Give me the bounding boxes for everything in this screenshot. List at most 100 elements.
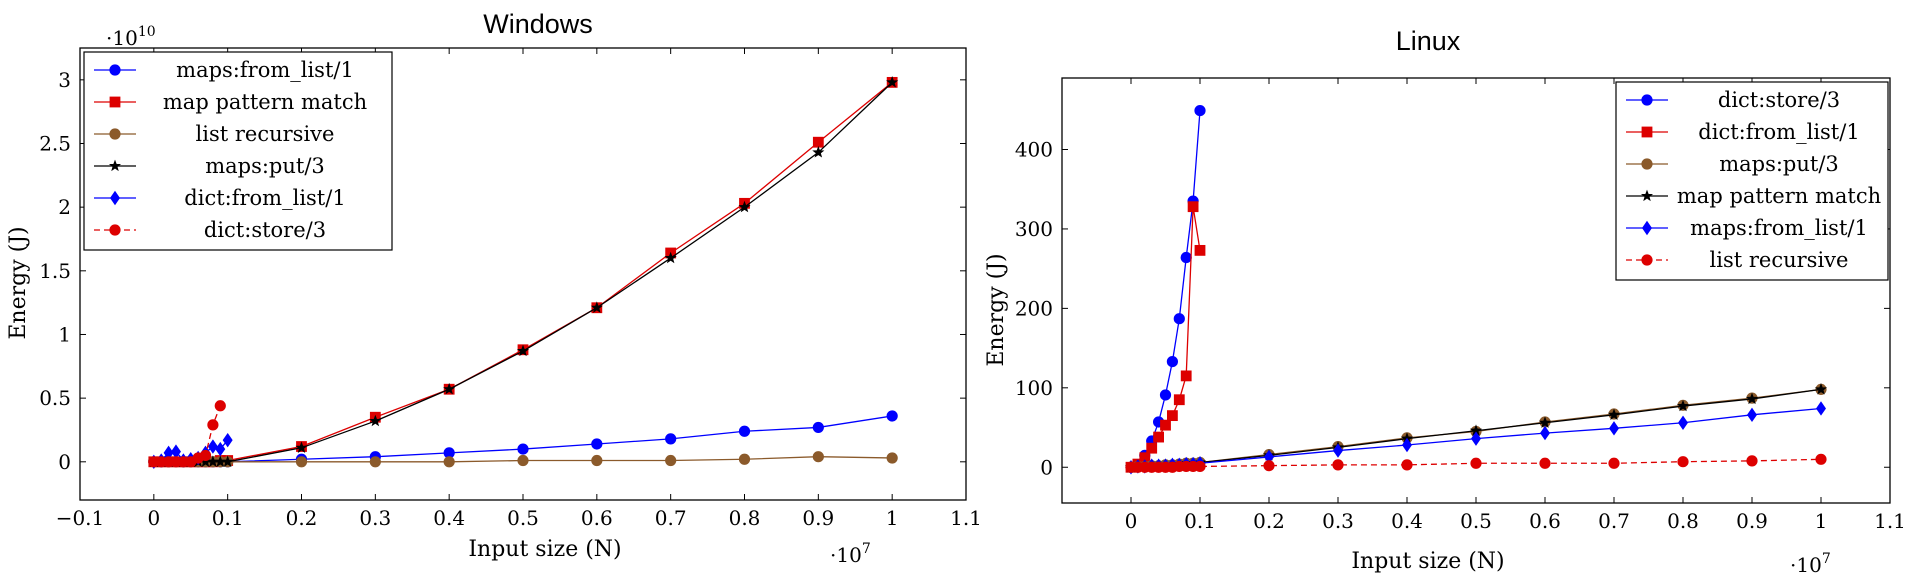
x-tick-label: 1 [1815, 509, 1828, 533]
chart-title: Windows [483, 9, 593, 39]
y-multiplier-base: ·10 [106, 26, 138, 50]
x-tick-label: 0.9 [802, 506, 834, 530]
legend-label: dict:store/3 [1718, 88, 1840, 112]
series-dict-store-3 [148, 400, 226, 468]
data-point [812, 421, 824, 434]
series-dict-store-3 [1125, 104, 1206, 473]
x-multiplier-exponent: 7 [862, 541, 871, 557]
legend-item: dict:store/3 [1626, 88, 1840, 112]
x-tick-label: 0.3 [359, 506, 391, 530]
legend-marker [109, 64, 121, 76]
x-tick-label: 0 [1125, 509, 1138, 533]
legend-item: maps:from_list/1 [1626, 216, 1868, 240]
data-point [516, 344, 530, 357]
data-point [1194, 244, 1206, 256]
x-multiplier-exponent: 7 [1822, 551, 1831, 567]
x-tick-label: 0.2 [286, 506, 318, 530]
legend-label: maps:from_list/1 [176, 58, 354, 82]
x-tick-label: 0 [147, 506, 160, 530]
data-point [1677, 456, 1689, 468]
legend-item: dict:from_list/1 [1626, 120, 1860, 144]
plot-area: 0 0.1 0.2 0.3 0.4 0.5 0.6 0.7 0.8 0.9 1 1.1 0 100 200 3… [1015, 77, 1906, 533]
x-tick-label: 1 [886, 506, 899, 530]
data-point [1173, 313, 1185, 325]
y-axis-label: Energy (J) [984, 253, 1009, 366]
series-dict-from-list-1 [1125, 201, 1206, 473]
legend-marker [109, 96, 121, 108]
legend-item: dict:store/3 [94, 218, 326, 242]
data-point [443, 456, 455, 468]
x-tick-label: −0.1 [56, 506, 105, 530]
data-point [812, 136, 824, 148]
legend-item: maps:put/3 [94, 154, 325, 178]
data-point [1166, 355, 1179, 368]
data-point [199, 449, 212, 462]
legend-marker [108, 159, 122, 172]
data-point [221, 455, 234, 467]
y-tick-label: 1 [58, 322, 71, 346]
data-point [1678, 415, 1688, 430]
x-tick-label: 0.3 [1322, 509, 1354, 533]
legend-item: maps:from_list/1 [94, 58, 354, 82]
legend-item: list recursive [94, 122, 334, 146]
legend-label: maps:put/3 [205, 154, 325, 178]
legend-box [83, 51, 393, 251]
y-tick-label: 1.5 [39, 259, 71, 283]
data-point [665, 454, 677, 467]
data-point [517, 454, 529, 467]
data-point [664, 251, 677, 264]
y-tick-label: 100 [1015, 376, 1053, 400]
legend-marker [1641, 158, 1653, 170]
data-point [369, 414, 382, 427]
data-point [886, 410, 898, 422]
data-point [1401, 459, 1413, 471]
legend-item: maps:put/3 [1626, 152, 1839, 176]
data-point [886, 452, 898, 464]
legend-label: map pattern match [1677, 184, 1881, 208]
legend-item: dict:from_list/1 [94, 186, 346, 210]
series-list-recursive [1125, 453, 1827, 473]
data-point [1609, 421, 1619, 436]
x-multiplier: ·107 [830, 541, 871, 567]
legend-label: dict:from_list/1 [184, 186, 345, 210]
data-point [1676, 399, 1690, 412]
x-tick-label: 0.7 [1598, 509, 1630, 533]
data-point [591, 454, 603, 467]
data-point [1747, 407, 1757, 423]
y-tick-label: 400 [1015, 137, 1053, 161]
x-tick-label: 0.6 [1529, 509, 1561, 533]
data-point [1180, 370, 1192, 382]
data-point [1180, 251, 1192, 264]
x-multiplier-base: ·10 [830, 543, 862, 567]
y-multiplier: ·1010 [106, 24, 156, 50]
data-point [1153, 431, 1164, 443]
data-point [886, 76, 899, 88]
legend-marker [1640, 189, 1654, 202]
x-tick-label: 1.1 [1874, 509, 1906, 533]
data-point [591, 438, 603, 450]
legend-marker [1641, 126, 1653, 138]
chart-title: Linux [1396, 26, 1461, 56]
y-tick-label: 0 [58, 450, 71, 474]
x-tick-label: 0.8 [729, 506, 761, 530]
y-tick-label: 0 [1040, 455, 1053, 479]
data-point [1608, 457, 1620, 469]
data-point [1816, 401, 1826, 416]
x-tick-label: 0.6 [581, 506, 613, 530]
legend-label: maps:put/3 [1719, 152, 1839, 176]
plot-area: −0.1 0 0.1 0.2 0.3 0.4 0.5 0.6 0.7 0.8 0.9 1 1.1 0 0.5… [39, 47, 982, 530]
data-point [1471, 431, 1481, 446]
legend-marker [1641, 254, 1653, 266]
data-point [215, 441, 226, 457]
y-tick-label: 300 [1015, 217, 1053, 241]
data-point [1332, 459, 1344, 471]
data-point [1146, 442, 1158, 454]
data-point [1167, 410, 1178, 422]
data-point [1607, 408, 1621, 420]
y-axis-label: Energy (J) [6, 226, 31, 339]
legend-label: list recursive [1710, 248, 1849, 272]
data-point [1194, 460, 1206, 473]
x-tick-label: 1.1 [950, 506, 982, 530]
